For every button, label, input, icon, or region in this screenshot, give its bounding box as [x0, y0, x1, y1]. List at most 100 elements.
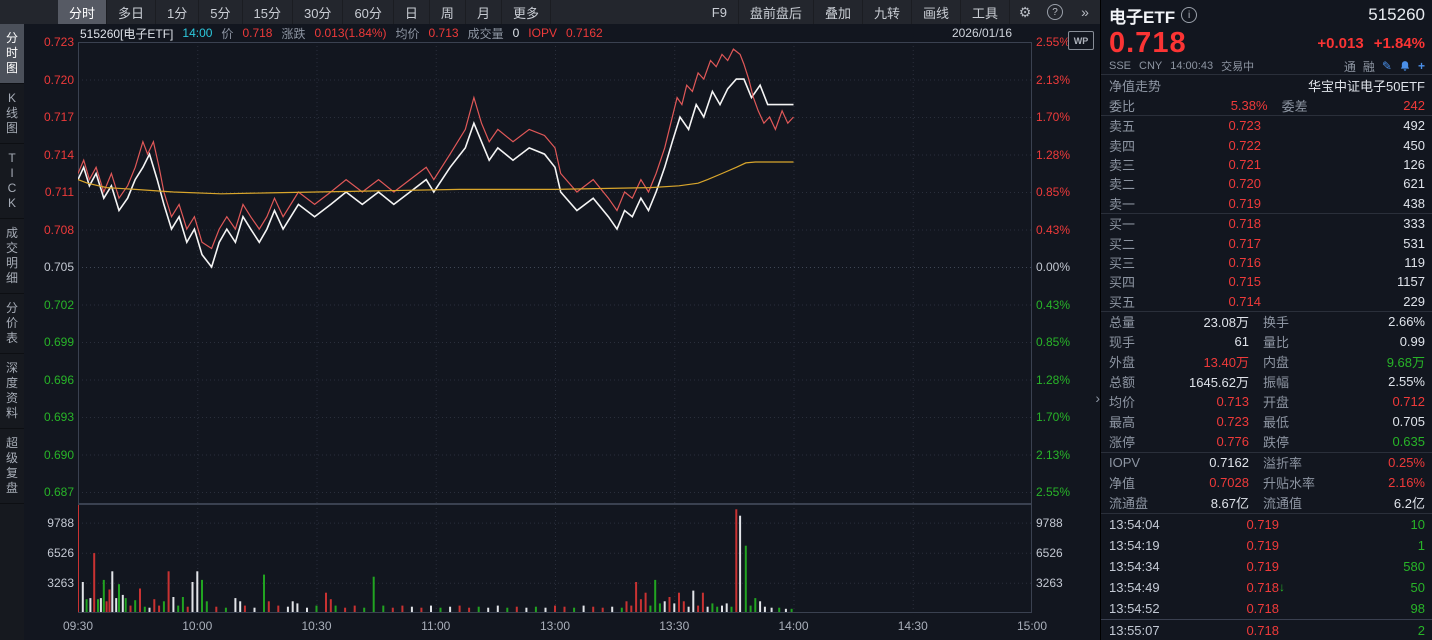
- stat-value: 61: [1234, 334, 1249, 350]
- commission-ratio-row: 委比 5.38% 委差 242: [1101, 95, 1432, 115]
- sidebar-tab-分时图[interactable]: 分时图: [0, 24, 24, 84]
- divider: [1101, 451, 1432, 453]
- ask-row[interactable]: 卖一 0.719 438: [1101, 194, 1432, 213]
- bid-row[interactable]: 买四 0.715 1157: [1101, 272, 1432, 291]
- stat-value: 0.712: [1392, 394, 1425, 410]
- period-tab[interactable]: 1分: [156, 0, 200, 24]
- tick-row[interactable]: 13:54:49 0.718 ↓ 50: [1101, 577, 1432, 598]
- sidebar-tab-深度资料[interactable]: 深度资料: [0, 354, 24, 429]
- volume-value: 0: [512, 26, 520, 40]
- volume-bar: [124, 598, 127, 612]
- period-tab[interactable]: 多日: [107, 0, 157, 24]
- price-axis-label: 0.708: [43, 222, 74, 237]
- tick-row[interactable]: 13:55:07 0.718 2: [1101, 620, 1432, 640]
- tool-item[interactable]: 九转: [863, 0, 912, 24]
- period-tab[interactable]: 30分: [293, 0, 344, 24]
- bid-label: 买一: [1109, 217, 1136, 233]
- divider: [1101, 310, 1432, 312]
- stat-row: 总量 23.08万 换手 2.66%: [1101, 312, 1432, 332]
- bid-row[interactable]: 买一 0.718 333: [1101, 214, 1432, 233]
- volume-bar: [625, 601, 628, 612]
- tool-item[interactable]: F9: [701, 0, 739, 24]
- sidebar-tab-char: 分: [5, 301, 18, 315]
- volume-bar: [243, 605, 246, 612]
- quote-actions: 通 融 ✎ +: [1344, 58, 1425, 75]
- bid-price: 0.714: [1228, 293, 1261, 309]
- bid-row[interactable]: 买三 0.716 119: [1101, 253, 1432, 272]
- stat-value: 2.66%: [1388, 314, 1425, 330]
- settings-gear-icon[interactable]: ⚙: [1018, 3, 1032, 20]
- sidebar-tab-成交明细[interactable]: 成交明细: [0, 219, 24, 294]
- ask-row[interactable]: 卖五 0.723 492: [1101, 116, 1432, 135]
- volume-bar: [234, 598, 237, 612]
- stat-label: 换手: [1263, 315, 1290, 331]
- tool-item[interactable]: 叠加: [814, 0, 863, 24]
- bid-price: 0.715: [1228, 274, 1261, 290]
- ask-row[interactable]: 卖四 0.722 450: [1101, 135, 1432, 154]
- period-tab[interactable]: 15分: [243, 0, 293, 24]
- sidebar-tab-char: 价: [5, 316, 18, 330]
- volume-pane[interactable]: [77, 504, 1032, 613]
- period-tab[interactable]: 60分: [343, 0, 394, 24]
- time-sales-list[interactable]: 13:54:04 0.719 10 13:54:19 0.719 1 13:54:34 0.7…: [1101, 514, 1432, 640]
- pct-axis-label: 1.28%: [1036, 372, 1071, 387]
- tick-row[interactable]: 13:54:52 0.718 98: [1101, 598, 1432, 620]
- stat-row: 总额 1645.62万 振幅 2.55%: [1101, 372, 1432, 392]
- stat-label: 均价: [1109, 395, 1136, 411]
- sidebar-tab-char: 细: [5, 271, 18, 285]
- stat-value: 0.776: [1216, 434, 1249, 450]
- ask-row[interactable]: 卖三 0.721 126: [1101, 155, 1432, 174]
- intraday-price-pane[interactable]: [77, 42, 1032, 504]
- stat-label: 外盘: [1109, 355, 1136, 371]
- volume-bar: [682, 601, 685, 612]
- volume-bar: [730, 606, 733, 613]
- sidebar-tab-char: 资: [5, 391, 18, 405]
- nav-trend-row[interactable]: 净值走势 华宝中证电子50ETF: [1101, 75, 1432, 95]
- alert-bell-icon[interactable]: [1399, 60, 1411, 72]
- sidebar-tab-char: T: [8, 151, 16, 165]
- tick-price: 0.718: [1246, 622, 1279, 638]
- edit-icon[interactable]: ✎: [1381, 59, 1392, 73]
- tick-row[interactable]: 13:54:19 0.719 1: [1101, 535, 1432, 556]
- ask-label: 卖四: [1109, 138, 1136, 154]
- period-tab[interactable]: 周: [430, 0, 466, 24]
- volume-bar: [363, 607, 366, 612]
- stat-label: 内盘: [1263, 355, 1290, 371]
- panel-collapse-icon[interactable]: ›: [1095, 390, 1100, 406]
- sidebar-tab-char: 深: [5, 361, 18, 375]
- pct-axis-label: 0.85%: [1036, 335, 1071, 349]
- ask-label: 卖三: [1109, 157, 1136, 173]
- bid-volume: 119: [1404, 254, 1425, 270]
- more-chevrons-icon[interactable]: »: [1081, 4, 1089, 20]
- help-icon[interactable]: ?: [1040, 0, 1070, 24]
- add-watchlist-icon[interactable]: +: [1417, 59, 1425, 73]
- tool-item[interactable]: 工具: [961, 0, 1010, 24]
- margin-badge-rong: 融: [1362, 59, 1375, 74]
- period-tab[interactable]: 月: [466, 0, 502, 24]
- bid-row[interactable]: 买二 0.717 531: [1101, 233, 1432, 252]
- tick-row[interactable]: 13:54:34 0.719 580: [1101, 556, 1432, 577]
- tool-items: F9 盘前盘后 叠加 九转 画线 工具 ⚙? »: [701, 0, 1100, 24]
- iopv-label: IOPV: [528, 26, 557, 40]
- sidebar-tab-超级复盘[interactable]: 超级复盘: [0, 429, 24, 504]
- ask-row[interactable]: 卖二 0.720 621: [1101, 174, 1432, 193]
- stat-label: 最高: [1109, 415, 1136, 431]
- sidebar-tab-分价表[interactable]: 分价表: [0, 294, 24, 354]
- stat-label: 涨停: [1109, 435, 1136, 451]
- period-tab[interactable]: 更多: [502, 0, 551, 24]
- period-tab[interactable]: 5分: [199, 0, 243, 24]
- tick-row[interactable]: 13:54:04 0.719 10: [1101, 514, 1432, 535]
- tool-item[interactable]: 盘前盘后: [739, 0, 814, 24]
- volume-axis-label: 6526: [47, 545, 74, 560]
- info-icon[interactable]: i: [1181, 7, 1198, 23]
- time-axis: 09:30 10:00 10:30 11:00 13:00 13:30 14:00 14:30…: [24, 616, 1100, 638]
- period-tab[interactable]: 日: [394, 0, 430, 24]
- period-tab[interactable]: 分时: [58, 0, 108, 24]
- bid-row[interactable]: 买五 0.714 229: [1101, 292, 1432, 311]
- time-axis-label: 15:00: [1016, 619, 1048, 633]
- tool-item[interactable]: 画线: [912, 0, 961, 24]
- sidebar-tab-char: 盘: [5, 481, 18, 495]
- price-line: [77, 78, 794, 269]
